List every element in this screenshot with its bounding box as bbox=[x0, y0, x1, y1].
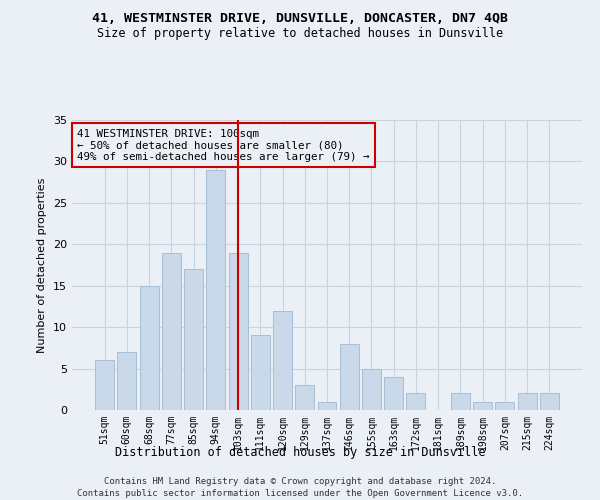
Text: Contains HM Land Registry data © Crown copyright and database right 2024.: Contains HM Land Registry data © Crown c… bbox=[104, 476, 496, 486]
Text: Contains public sector information licensed under the Open Government Licence v3: Contains public sector information licen… bbox=[77, 490, 523, 498]
Bar bbox=[317, 402, 337, 410]
Text: 41 WESTMINSTER DRIVE: 100sqm
← 50% of detached houses are smaller (80)
49% of se: 41 WESTMINSTER DRIVE: 100sqm ← 50% of de… bbox=[77, 128, 370, 162]
Y-axis label: Number of detached properties: Number of detached properties bbox=[37, 178, 47, 352]
Bar bbox=[384, 377, 403, 410]
Bar bbox=[118, 352, 136, 410]
Bar bbox=[251, 336, 270, 410]
Bar bbox=[206, 170, 225, 410]
Bar bbox=[162, 252, 181, 410]
Text: Distribution of detached houses by size in Dunsville: Distribution of detached houses by size … bbox=[115, 446, 485, 459]
Bar bbox=[229, 252, 248, 410]
Text: 41, WESTMINSTER DRIVE, DUNSVILLE, DONCASTER, DN7 4QB: 41, WESTMINSTER DRIVE, DUNSVILLE, DONCAS… bbox=[92, 12, 508, 26]
Bar bbox=[273, 310, 292, 410]
Bar bbox=[295, 385, 314, 410]
Bar bbox=[95, 360, 114, 410]
Bar bbox=[473, 402, 492, 410]
Text: Size of property relative to detached houses in Dunsville: Size of property relative to detached ho… bbox=[97, 28, 503, 40]
Bar bbox=[184, 269, 203, 410]
Bar bbox=[340, 344, 359, 410]
Bar bbox=[518, 394, 536, 410]
Bar bbox=[451, 394, 470, 410]
Bar bbox=[362, 368, 381, 410]
Bar bbox=[496, 402, 514, 410]
Bar bbox=[140, 286, 158, 410]
Bar bbox=[540, 394, 559, 410]
Bar bbox=[406, 394, 425, 410]
